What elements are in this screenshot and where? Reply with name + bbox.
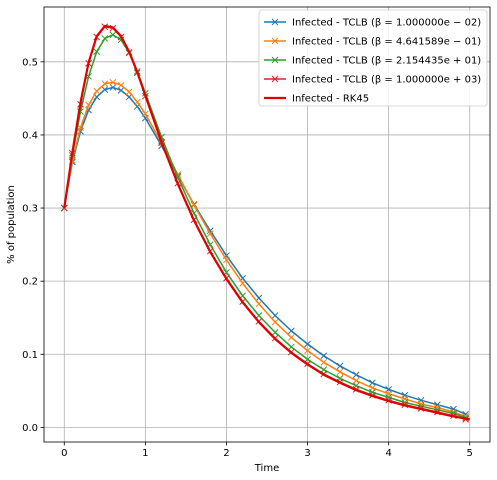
y-tick-label: 0.5: [22, 57, 38, 68]
data-point: [336, 368, 344, 376]
data-point: [255, 312, 263, 319]
data-point: [287, 334, 295, 341]
data-point: [133, 98, 141, 106]
data-point: [142, 110, 149, 118]
data-point: [101, 86, 109, 93]
data-point: [223, 256, 230, 264]
legend-item: Infected - TCLB (β = 4.641589e − 01): [264, 37, 481, 48]
legend-label: Infected - TCLB (β = 1.000000e + 03): [292, 75, 481, 86]
data-point: [320, 352, 328, 360]
data-point: [369, 379, 376, 387]
legend-marker: [271, 56, 279, 64]
data-point: [109, 84, 117, 91]
data-point: [93, 87, 101, 95]
data-point: [239, 279, 247, 287]
legend-label: Infected - TCLB (β = 2.154435e + 01): [292, 56, 481, 67]
data-point: [206, 230, 214, 237]
data-point: [117, 86, 125, 94]
legend-item: Infected - TCLB (β = 1.000000e − 02): [264, 18, 481, 29]
data-point: [93, 48, 101, 55]
x-axis-label: Time: [254, 463, 279, 474]
legend-label: Infected - TCLB (β = 4.641589e − 01): [292, 37, 481, 48]
x-tick-label: 5: [467, 448, 473, 459]
legend-marker: [271, 18, 279, 26]
legend-box: [258, 9, 488, 107]
x-tick-label: 2: [223, 448, 229, 459]
x-tick-label: 1: [142, 448, 148, 459]
legend-item: Infected - TCLB (β = 1.000000e + 03): [264, 75, 481, 86]
data-point: [109, 78, 117, 86]
data-point: [271, 312, 279, 319]
legend-item: Infected - RK45: [264, 94, 369, 105]
legend-marker: [271, 37, 279, 45]
y-tick-label: 0.0: [22, 423, 38, 434]
data-point: [304, 347, 311, 354]
grid: [44, 7, 490, 442]
data-point: [101, 80, 109, 88]
x-tick-label: 0: [61, 448, 67, 459]
data-point: [320, 358, 328, 366]
data-point: [352, 377, 360, 384]
data-point: [336, 362, 344, 370]
x-tick-label: 3: [304, 448, 310, 459]
data-point: [125, 88, 133, 96]
data-point: [271, 318, 279, 326]
data-point: [101, 35, 109, 42]
data-point: [109, 31, 117, 39]
x-tick-label: 4: [385, 448, 391, 459]
series-4: [63, 24, 470, 421]
series-line: [63, 24, 470, 421]
plot-frame: [43, 6, 491, 443]
legend-label: Infected - RK45: [292, 94, 369, 105]
y-tick-label: 0.4: [22, 130, 38, 141]
plot-series: [60, 23, 470, 423]
data-point: [255, 300, 263, 308]
data-point: [255, 294, 263, 302]
data-point: [352, 371, 360, 379]
y-tick-label: 0.1: [22, 350, 38, 361]
data-point: [271, 328, 279, 336]
data-point: [287, 343, 295, 351]
y-tick-label: 0.3: [22, 204, 38, 215]
axis-ticks: 0 1 2 3 4 5 0.0 0.1 0.2 0.3 0.4 0.5: [22, 57, 473, 459]
legend-item: Infected - TCLB (β = 2.154435e + 01): [264, 56, 481, 67]
y-tick-label: 0.2: [22, 277, 38, 288]
legend: Infected - TCLB (β = 1.000000e − 02) Infe…: [258, 9, 488, 107]
data-point: [85, 101, 92, 109]
data-point: [287, 327, 295, 335]
y-axis-label: % of population: [6, 185, 17, 264]
data-point: [304, 340, 311, 348]
legend-label: Infected - TCLB (β = 1.000000e − 02): [292, 18, 481, 29]
data-point: [117, 81, 125, 89]
legend-marker: [271, 75, 279, 83]
